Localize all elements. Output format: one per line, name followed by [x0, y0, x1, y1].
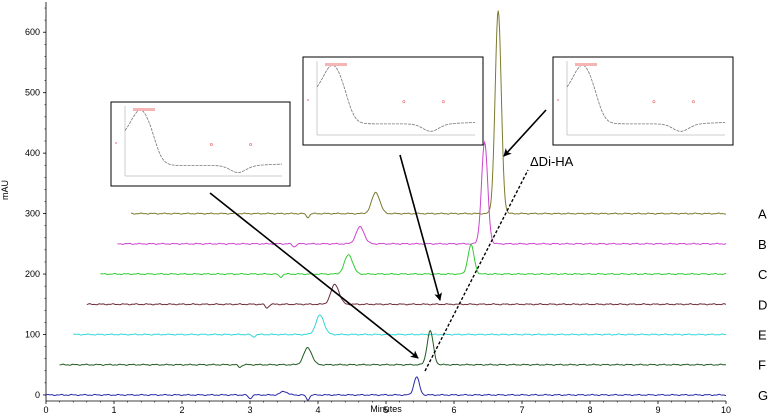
inset-axis-label: x [557, 97, 559, 102]
trace-line-c [100, 243, 727, 279]
inset-marker [402, 100, 406, 104]
x-tick-label: 10 [721, 405, 731, 414]
annotation-arrow [503, 109, 547, 157]
y-tick-label: 400 [25, 148, 40, 158]
y-tick-label: 300 [25, 209, 40, 219]
x-tick-label: 6 [451, 405, 456, 414]
inset-peak-tag [575, 63, 597, 66]
inset-axis-label: x [115, 140, 117, 145]
peak-annotation-label: ΔDi-HA [530, 154, 574, 169]
inset-marker [652, 100, 656, 104]
trace-group [45, 10, 727, 401]
x-tick-label: 3 [247, 405, 252, 414]
inset-marker [249, 143, 253, 146]
inset-spectrum-panel: x [110, 101, 291, 187]
inset-peak-tag [133, 108, 155, 111]
inset-marker [441, 100, 445, 104]
inset-frame [552, 56, 734, 146]
y-tick-label: 500 [25, 88, 40, 98]
trace-line-e [73, 314, 727, 338]
inset-axis-label: x [307, 97, 309, 102]
trace-line-f [59, 329, 727, 369]
x-axis-title: Minutes [370, 404, 402, 414]
x-tick-label: 5 [383, 405, 388, 414]
trace-label-f: F [758, 358, 766, 373]
y-axis-title: mAU [0, 180, 10, 200]
trace-line-a [131, 10, 727, 219]
y-tick-label: 200 [25, 269, 40, 279]
annotation-arrow [209, 192, 419, 359]
trace-label-d: D [758, 297, 767, 312]
inset-spectrum-line [124, 109, 283, 173]
y-tick-label: 0 [35, 390, 40, 400]
inset-group: x x x [110, 56, 734, 187]
arrow-group [209, 109, 547, 372]
inset-spectrum-panel: x [302, 56, 484, 146]
dashed-trend-line [424, 169, 529, 372]
inset-frame [110, 101, 291, 187]
trace-line-g [45, 376, 727, 401]
annotation-arrow [399, 154, 442, 301]
x-tick-label: 4 [315, 405, 320, 414]
y-tick-label: 100 [25, 330, 40, 340]
x-tick-label: 1 [111, 405, 116, 414]
inset-peak-tag [325, 63, 347, 66]
trace-line-d [86, 283, 727, 309]
x-tick-label: 0 [43, 405, 48, 414]
trace-label-e: E [758, 328, 767, 343]
x-tick-label: 8 [587, 405, 592, 414]
trace-label-b: B [758, 237, 767, 252]
trace-line-b [117, 140, 727, 248]
x-tick-label: 7 [519, 405, 524, 414]
trace-label-g: G [758, 388, 768, 403]
inset-marker [691, 100, 695, 104]
inset-spectrum-line [316, 64, 476, 132]
inset-marker [209, 143, 213, 146]
inset-spectrum-panel: x [552, 56, 734, 146]
inset-frame [302, 56, 484, 146]
inset-spectrum-line [566, 64, 726, 132]
trace-label-c: C [758, 267, 767, 282]
x-tick-label: 9 [655, 405, 660, 414]
y-tick-label: 600 [25, 27, 40, 37]
x-tick-label: 2 [179, 405, 184, 414]
trace-label-a: A [758, 207, 767, 222]
